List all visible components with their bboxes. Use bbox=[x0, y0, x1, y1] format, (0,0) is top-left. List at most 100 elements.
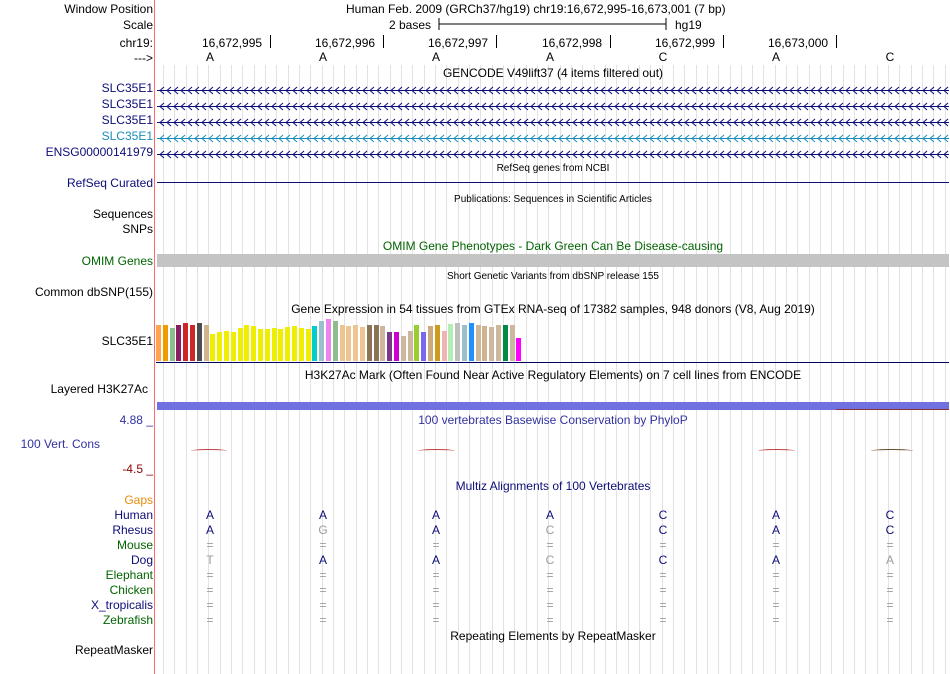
gtex-tissue-bar[interactable] bbox=[346, 326, 352, 361]
gtex-tissue-bar[interactable] bbox=[421, 332, 427, 361]
gtex-tissue-bar[interactable] bbox=[319, 321, 325, 361]
ruler-position[interactable]: 16,672,997 bbox=[428, 36, 489, 50]
dbsnp-label[interactable]: Common dbSNP(155) bbox=[34, 285, 153, 299]
gene-label[interactable]: SLC35E1 bbox=[101, 81, 153, 95]
gaps-label[interactable]: Gaps bbox=[124, 493, 153, 507]
gtex-tissue-bar[interactable] bbox=[156, 325, 161, 361]
phylop-value[interactable] bbox=[871, 449, 913, 453]
gtex-tissue-bar[interactable] bbox=[462, 325, 467, 361]
gtex-tissue-bar[interactable] bbox=[366, 325, 372, 361]
phylop-value[interactable] bbox=[191, 449, 227, 453]
omim-bar[interactable] bbox=[157, 254, 949, 267]
repeatmasker-label[interactable]: RepeatMasker bbox=[74, 643, 153, 657]
gene-model[interactable] bbox=[157, 147, 949, 159]
gtex-tissue-bar[interactable] bbox=[496, 325, 501, 361]
refseq-line[interactable] bbox=[157, 182, 949, 183]
gtex-bars[interactable] bbox=[156, 318, 556, 361]
refseq-label[interactable]: RefSeq Curated bbox=[66, 176, 153, 190]
gene-label[interactable]: SLC35E1 bbox=[101, 97, 153, 111]
grid-line bbox=[628, 65, 629, 674]
gtex-tissue-bar[interactable] bbox=[278, 329, 284, 361]
gtex-tissue-bar[interactable] bbox=[298, 328, 304, 361]
gtex-tissue-bar[interactable] bbox=[224, 331, 229, 361]
gtex-tissue-bar[interactable] bbox=[360, 327, 365, 361]
gtex-tissue-bar[interactable] bbox=[237, 328, 243, 361]
gtex-tissue-bar[interactable] bbox=[339, 325, 345, 361]
species-label[interactable]: X_tropicalis bbox=[90, 598, 153, 612]
ruler-position[interactable]: 16,672,998 bbox=[542, 36, 603, 50]
gtex-tissue-bar[interactable] bbox=[475, 325, 481, 361]
species-label[interactable]: Zebrafish bbox=[102, 613, 153, 627]
gtex-tissue-bar[interactable] bbox=[434, 325, 440, 361]
gtex-tissue-bar[interactable] bbox=[162, 325, 168, 361]
gene-model[interactable] bbox=[157, 115, 949, 127]
gtex-tissue-bar[interactable] bbox=[332, 321, 338, 361]
phylop-value[interactable] bbox=[418, 449, 455, 453]
gtex-tissue-bar[interactable] bbox=[292, 326, 297, 361]
gtex-tissue-bar[interactable] bbox=[244, 325, 250, 361]
gtex-tissue-bar[interactable] bbox=[312, 326, 318, 361]
gtex-tissue-bar[interactable] bbox=[489, 327, 495, 361]
species-label[interactable]: Chicken bbox=[109, 583, 153, 597]
gtex-tissue-bar[interactable] bbox=[176, 325, 182, 361]
gtex-tissue-bar[interactable] bbox=[455, 323, 461, 361]
gtex-tissue-bar[interactable] bbox=[353, 325, 359, 361]
gtex-tissue-bar[interactable] bbox=[441, 331, 447, 361]
gtex-tissue-bar[interactable] bbox=[373, 325, 379, 361]
gtex-tissue-bar[interactable] bbox=[305, 329, 311, 361]
ruler-position[interactable]: 16,672,995 bbox=[202, 36, 263, 50]
gtex-tissue-bar[interactable] bbox=[210, 334, 216, 361]
gtex-tissue-bar[interactable] bbox=[203, 325, 209, 361]
gtex-tissue-bar[interactable] bbox=[516, 338, 522, 361]
gtex-tissue-bar[interactable] bbox=[482, 326, 488, 361]
species-label[interactable]: Rhesus bbox=[112, 523, 153, 537]
gtex-tissue-bar[interactable] bbox=[407, 331, 413, 361]
h3k27ac-label[interactable]: Layered H3K27Ac bbox=[50, 382, 148, 396]
phylop-value[interactable] bbox=[758, 449, 795, 453]
gtex-tissue-bar[interactable] bbox=[183, 323, 189, 361]
gtex-tissue-bar[interactable] bbox=[448, 324, 454, 361]
gtex-tissue-bar[interactable] bbox=[264, 329, 270, 361]
gtex-tissue-bar[interactable] bbox=[509, 325, 515, 361]
gene-label[interactable]: SLC35E1 bbox=[101, 113, 153, 127]
ruler-position[interactable]: 16,672,996 bbox=[315, 36, 376, 50]
ruler-position[interactable]: 16,673,000 bbox=[768, 36, 829, 50]
species-label[interactable]: Elephant bbox=[105, 568, 153, 582]
gtex-tissue-bar[interactable] bbox=[414, 325, 420, 361]
window-position-value[interactable]: Human Feb. 2009 (GRCh37/hg19) chr19:16,6… bbox=[346, 2, 726, 16]
gene-model[interactable] bbox=[157, 131, 949, 143]
gtex-tissue-bar[interactable] bbox=[428, 326, 433, 361]
gtex-tissue-bar[interactable] bbox=[380, 326, 386, 361]
gtex-tissue-bar[interactable] bbox=[196, 323, 202, 361]
gene-model[interactable] bbox=[157, 83, 949, 95]
species-label[interactable]: Human bbox=[114, 508, 153, 522]
omim-label[interactable]: OMIM Genes bbox=[81, 254, 153, 268]
species-label[interactable]: Dog bbox=[130, 553, 153, 567]
gtex-tissue-bar[interactable] bbox=[468, 323, 474, 361]
gtex-tissue-bar[interactable] bbox=[190, 325, 195, 361]
grid-line bbox=[854, 65, 855, 674]
gtex-tissue-bar[interactable] bbox=[271, 328, 277, 361]
gtex-label[interactable]: SLC35E1 bbox=[101, 334, 153, 348]
phylop-label[interactable]: 100 Vert. Cons bbox=[20, 437, 100, 451]
h3k27ac-signal[interactable] bbox=[157, 402, 949, 410]
gtex-tissue-bar[interactable] bbox=[217, 332, 223, 361]
gene-label[interactable]: ENSG00000141979 bbox=[45, 145, 153, 159]
gtex-tissue-bar[interactable] bbox=[502, 325, 508, 361]
gtex-tissue-bar[interactable] bbox=[285, 327, 291, 361]
ruler-position[interactable]: 16,672,999 bbox=[655, 36, 716, 50]
gtex-tissue-bar[interactable] bbox=[230, 332, 236, 361]
gtex-tissue-bar[interactable] bbox=[251, 326, 257, 361]
gtex-tissue-bar[interactable] bbox=[400, 336, 406, 361]
gtex-tissue-bar[interactable] bbox=[258, 329, 263, 361]
snps-label[interactable]: SNPs bbox=[122, 222, 153, 236]
species-label[interactable]: Mouse bbox=[116, 538, 153, 552]
gtex-tissue-bar[interactable] bbox=[326, 319, 331, 361]
gtex-tissue-bar[interactable] bbox=[169, 328, 175, 361]
strand-arrow-label[interactable]: ---> bbox=[134, 51, 153, 65]
gene-model[interactable] bbox=[157, 99, 949, 111]
gene-label[interactable]: SLC35E1 bbox=[101, 129, 153, 143]
gtex-tissue-bar[interactable] bbox=[394, 332, 399, 361]
gtex-tissue-bar[interactable] bbox=[387, 332, 393, 361]
sequences-label[interactable]: Sequences bbox=[92, 207, 153, 221]
